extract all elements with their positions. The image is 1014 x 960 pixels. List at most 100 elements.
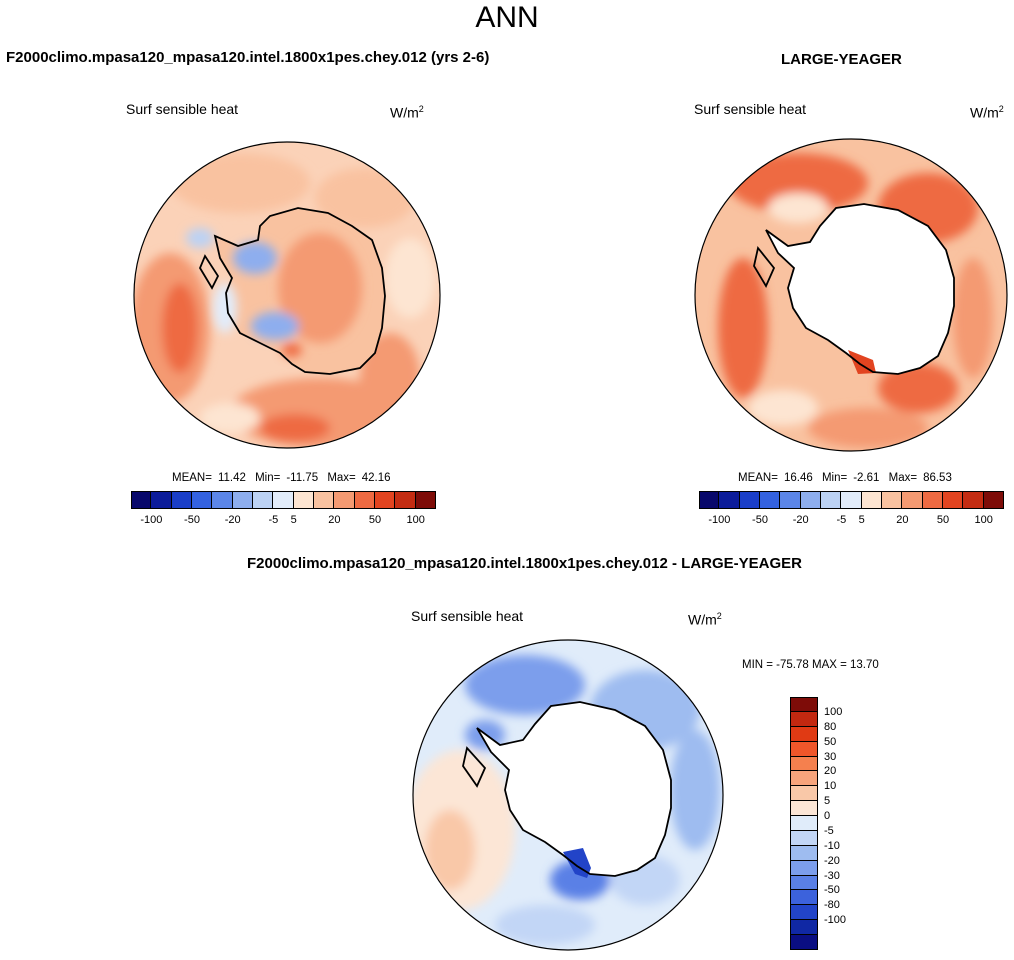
colorbar-tick-label: 20 <box>824 765 837 778</box>
test-polar-map <box>133 141 441 449</box>
colorbar-box <box>790 786 818 802</box>
colorbar-box <box>790 875 818 891</box>
season-title: ANN <box>475 1 539 34</box>
colorbar-tick-label: 100 <box>824 705 843 718</box>
colorbar-tick-label: -100 <box>708 514 731 526</box>
test-colorbar <box>131 491 436 509</box>
colorbar-box <box>861 491 882 509</box>
colorbar-tick-label: 5 <box>858 514 865 526</box>
ref-stats-line: MEAN= 16.46 Min= -2.61 Max= 86.53 <box>738 472 952 484</box>
colorbar-box <box>375 491 396 509</box>
ref-units-label: W/m2 <box>970 104 1004 121</box>
colorbar-box <box>790 845 818 861</box>
diff-colorbar-ticks: 100 80 50 30 20 10 5 0 -5 -10 -20 -30 -50 -80 -100 <box>824 697 864 950</box>
test-units-label: W/m2 <box>390 104 424 121</box>
colorbar-tick-label: 5 <box>824 795 831 808</box>
colorbar-box <box>821 491 842 509</box>
colorbar-tick-label: 50 <box>936 514 950 526</box>
colorbar-tick-label: 10 <box>824 780 837 793</box>
colorbar-tick-label: 100 <box>974 514 993 526</box>
colorbar-box <box>943 491 964 509</box>
colorbar-tick-label: 100 <box>406 514 425 526</box>
colorbar-box <box>790 905 818 921</box>
test-stats-line: MEAN= 11.42 Min= -11.75 Max= 42.16 <box>172 472 391 484</box>
colorbar-tick-label: -100 <box>140 514 163 526</box>
colorbar-tick-label: -50 <box>184 514 200 526</box>
colorbar-tick-label: 20 <box>328 514 341 526</box>
colorbar-box <box>902 491 923 509</box>
diff-map-boundary <box>412 639 724 951</box>
colorbar-box <box>273 491 294 509</box>
colorbar-box <box>790 711 818 727</box>
ref-colorbar <box>699 491 1004 509</box>
colorbar-box <box>334 491 355 509</box>
colorbar-box <box>790 890 818 906</box>
ref-field-shading <box>695 139 1007 451</box>
ref-coastline <box>753 203 955 375</box>
colorbar-box <box>293 491 314 509</box>
colorbar-box <box>790 935 818 950</box>
diff-field-shading <box>413 640 723 950</box>
colorbar-tick-label: -5 <box>824 824 834 837</box>
colorbar-box <box>314 491 335 509</box>
colorbar-box <box>790 726 818 742</box>
diff-coastline <box>462 701 672 877</box>
test-map-boundary <box>133 141 441 449</box>
colorbar-box <box>922 491 943 509</box>
colorbar-tick-label: -5 <box>268 514 279 526</box>
colorbar-box <box>760 491 781 509</box>
colorbar-box <box>841 491 862 509</box>
colorbar-tick-label: 50 <box>824 735 837 748</box>
colorbar-box <box>963 491 984 509</box>
test-panel-title: F2000climo.mpasa120_mpasa120.intel.1800x… <box>6 49 490 66</box>
colorbar-tick-label: -20 <box>224 514 241 526</box>
colorbar-box <box>790 830 818 846</box>
colorbar-box <box>232 491 253 509</box>
colorbar-box <box>171 491 192 509</box>
colorbar-box <box>395 491 416 509</box>
ref-map-boundary <box>694 138 1008 452</box>
colorbar-box <box>354 491 375 509</box>
colorbar-tick-label: -50 <box>752 514 768 526</box>
colorbar-box <box>790 756 818 772</box>
colorbar-tick-label: 20 <box>896 514 909 526</box>
test-field-shading <box>134 142 440 448</box>
test-variable-label: Surf sensible heat <box>126 101 239 117</box>
diff-colorbar <box>790 697 818 950</box>
colorbar-box <box>253 491 274 509</box>
colorbar-tick-label: -50 <box>824 884 840 897</box>
colorbar-box <box>790 816 818 831</box>
colorbar-box <box>739 491 760 509</box>
colorbar-tick-label: -10 <box>824 839 840 852</box>
colorbar-box <box>790 920 818 936</box>
ref-variable-label: Surf sensible heat <box>694 101 807 117</box>
colorbar-box <box>800 491 821 509</box>
test-coastline <box>198 207 386 375</box>
colorbar-box <box>790 741 818 757</box>
colorbar-tick-label: 5 <box>290 514 297 526</box>
colorbar-box <box>131 491 152 509</box>
colorbar-tick-label: 50 <box>368 514 382 526</box>
colorbar-box <box>151 491 172 509</box>
ref-colorbar-ticks: -100 -50 -20 -5 5 20 50 100 <box>699 514 1004 528</box>
diff-variable-label: Surf sensible heat <box>411 608 524 624</box>
colorbar-box <box>192 491 213 509</box>
ref-panel-title: LARGE-YEAGER <box>781 51 902 68</box>
colorbar-box <box>719 491 740 509</box>
colorbar-box <box>790 771 818 787</box>
diff-panel-title: F2000climo.mpasa120_mpasa120.intel.1800x… <box>247 555 803 572</box>
diff-polar-map <box>412 639 724 951</box>
colorbar-tick-label: 0 <box>824 810 831 823</box>
colorbar-box <box>212 491 233 509</box>
colorbar-box <box>790 697 818 712</box>
colorbar-tick-label: -5 <box>836 514 847 526</box>
colorbar-tick-label: 80 <box>824 720 837 733</box>
diff-units-label: W/m2 <box>688 611 722 628</box>
ref-polar-map <box>694 138 1008 452</box>
colorbar-box <box>415 491 436 509</box>
colorbar-box <box>699 491 720 509</box>
colorbar-tick-label: -20 <box>792 514 809 526</box>
colorbar-tick-label: -30 <box>824 869 840 882</box>
colorbar-box <box>790 801 818 817</box>
diff-minmax-label: MIN = -75.78 MAX = 13.70 <box>742 659 879 671</box>
